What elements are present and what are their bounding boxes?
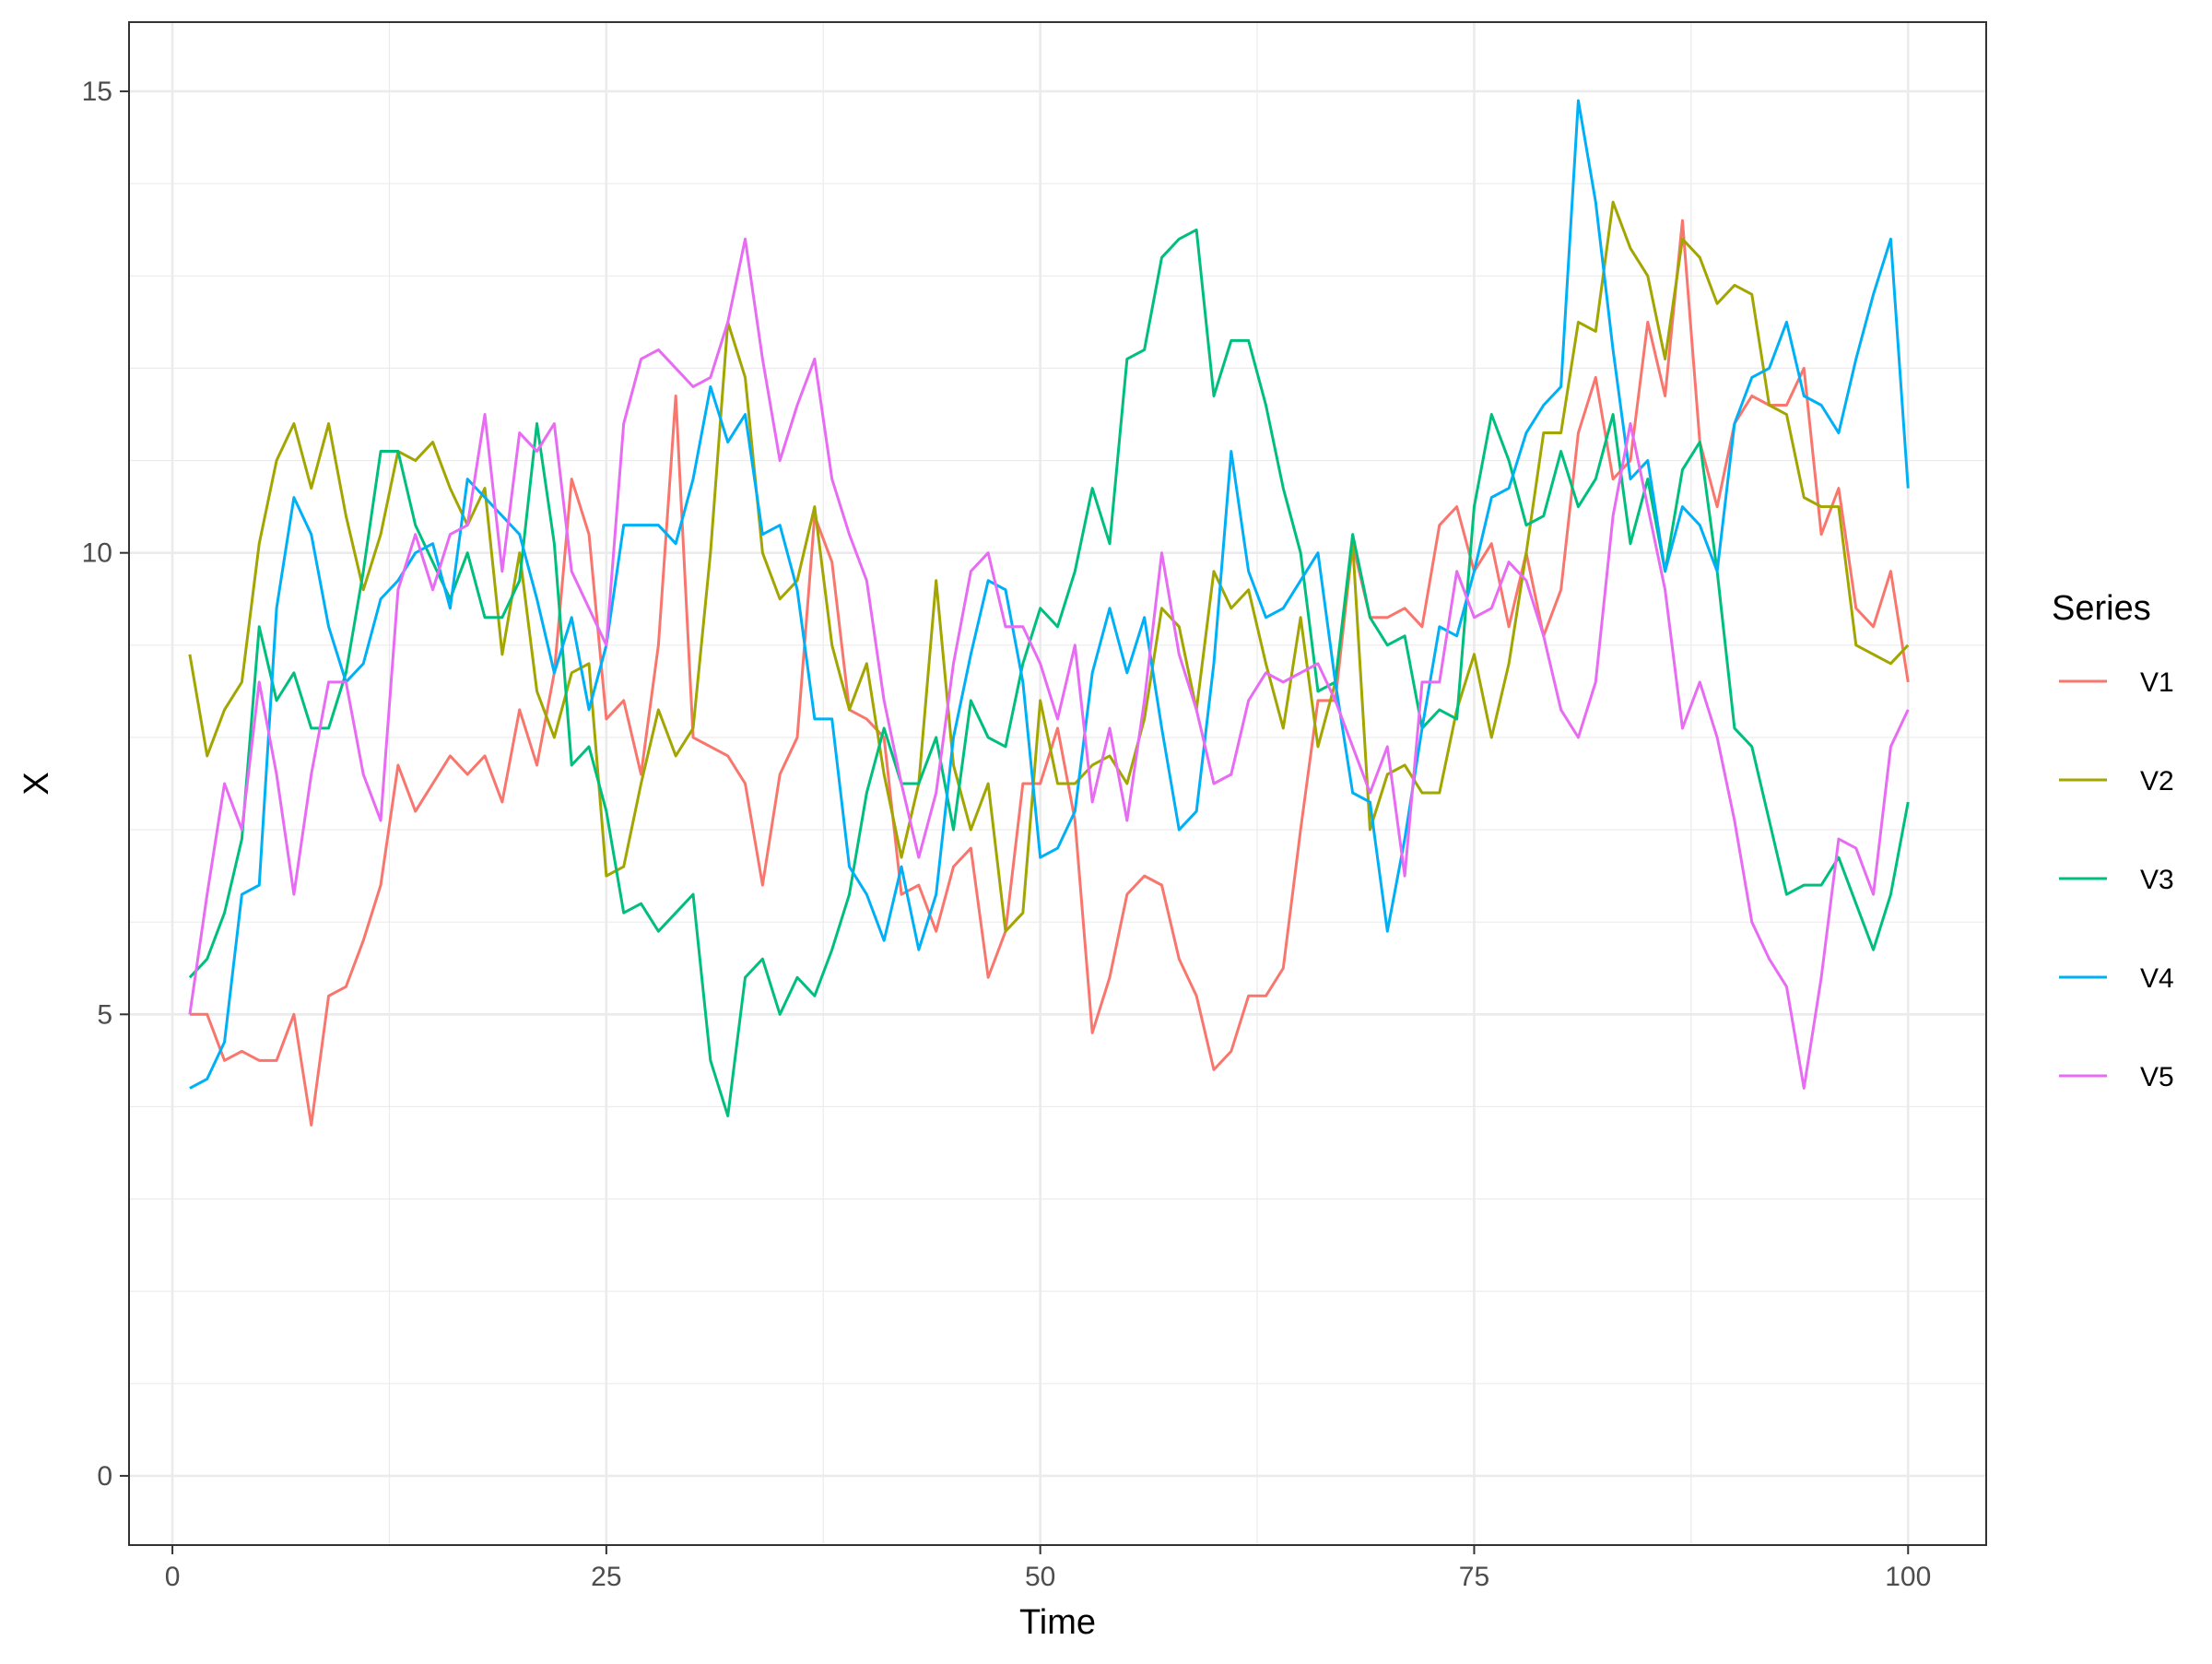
x-tick-label: 0 [165, 1562, 181, 1592]
legend-label-v5: V5 [2140, 1062, 2174, 1092]
x-tick-label: 25 [591, 1562, 621, 1592]
x-axis: 0 25 50 75 100 [165, 1545, 1931, 1592]
x-axis-title: Time [1019, 1603, 1096, 1642]
x-tick-label: 100 [1885, 1562, 1931, 1592]
legend-label-v1: V1 [2140, 667, 2174, 698]
panel-border [128, 21, 1987, 1546]
legend-items: V1 V2 V3 V4 V5 [2059, 667, 2174, 1092]
series-line-v2 [188, 200, 1910, 933]
legend: Series V1 V2 V3 V4 V5 [2052, 589, 2174, 1092]
legend-label-v3: V3 [2140, 865, 2174, 895]
series-line-v5 [188, 237, 1910, 1090]
y-tick-label: 0 [97, 1461, 112, 1492]
x-tick-label: 75 [1459, 1562, 1489, 1592]
series-line-v4 [189, 99, 1910, 1090]
y-tick-label: 10 [82, 538, 112, 569]
legend-label-v4: V4 [2140, 963, 2174, 994]
legend-title: Series [2052, 589, 2151, 628]
legend-label-v2: V2 [2140, 766, 2174, 797]
y-axis: 0 5 10 15 [82, 77, 129, 1492]
x-tick-label: 50 [1025, 1562, 1055, 1592]
y-tick-label: 15 [82, 77, 112, 107]
series-lines [188, 99, 1910, 1127]
y-tick-label: 5 [97, 999, 112, 1030]
series-line-v3 [188, 228, 1910, 1117]
y-axis-title: X [18, 772, 56, 795]
minor-gridlines [129, 22, 1986, 1545]
